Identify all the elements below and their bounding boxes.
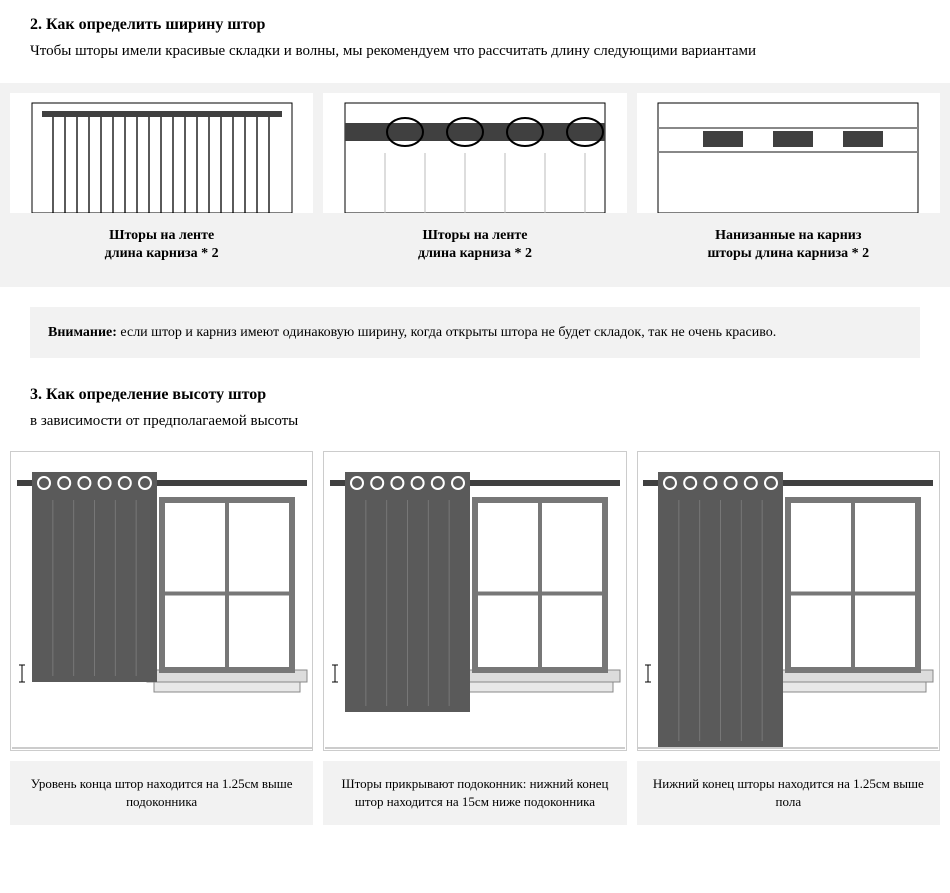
height-panels-row: Уровень конца штор находится на 1.25см в… (0, 445, 950, 831)
height-panel-3: Нижний конец шторы находится на 1.25см в… (637, 451, 940, 825)
section-3-desc: в зависимости от предполагаемой высоты (30, 410, 920, 433)
height-caption-2: Шторы прикрывают подоконник: нижний коне… (323, 761, 626, 825)
width-diagram-1 (10, 93, 313, 213)
notice-label: Внимание: (48, 325, 117, 340)
width-panels-row: Шторы на ленте длина карниза * 2 (0, 83, 950, 287)
height-caption-3: Нижний конец шторы находится на 1.25см в… (637, 761, 940, 825)
height-panel-2: Шторы прикрывают подоконник: нижний коне… (323, 451, 626, 825)
height-diagram-3 (637, 451, 940, 751)
width-diagram-3 (637, 93, 940, 213)
caption-line: шторы длина карниза * 2 (707, 245, 869, 263)
height-panel-1: Уровень конца штор находится на 1.25см в… (10, 451, 313, 825)
width-panel-2: Шторы на ленте длина карниза * 2 (323, 93, 626, 277)
height-diagram-1 (10, 451, 313, 751)
width-caption-1: Шторы на ленте длина карниза * 2 (95, 213, 229, 277)
notice-box: Внимание: если штор и карниз имеют одина… (30, 307, 920, 359)
section-3-title: 3. Как определение высоту штор (30, 386, 920, 404)
caption-line: длина карниза * 2 (105, 245, 219, 263)
width-caption-3: Нанизанные на карниз шторы длина карниза… (697, 213, 879, 277)
height-diagram-2 (323, 451, 626, 751)
caption-line: Нанизанные на карниз (707, 227, 869, 245)
caption-line: Шторы на ленте (418, 227, 532, 245)
notice-text: если штор и карниз имеют одинаковую шири… (117, 325, 776, 340)
width-diagram-2 (323, 93, 626, 213)
width-caption-2: Шторы на ленте длина карниза * 2 (408, 213, 542, 277)
caption-line: длина карниза * 2 (418, 245, 532, 263)
width-panel-1: Шторы на ленте длина карниза * 2 (10, 93, 313, 277)
section-2-desc: Чтобы шторы имели красивые складки и вол… (30, 40, 920, 63)
section-2-title: 2. Как определить ширину штор (30, 16, 920, 34)
section-3-header: 3. Как определение высоту штор в зависим… (0, 378, 950, 445)
section-2-header: 2. Как определить ширину штор Чтобы штор… (0, 8, 950, 83)
width-panel-3: Нанизанные на карниз шторы длина карниза… (637, 93, 940, 277)
height-caption-1: Уровень конца штор находится на 1.25см в… (10, 761, 313, 825)
caption-line: Шторы на ленте (105, 227, 219, 245)
